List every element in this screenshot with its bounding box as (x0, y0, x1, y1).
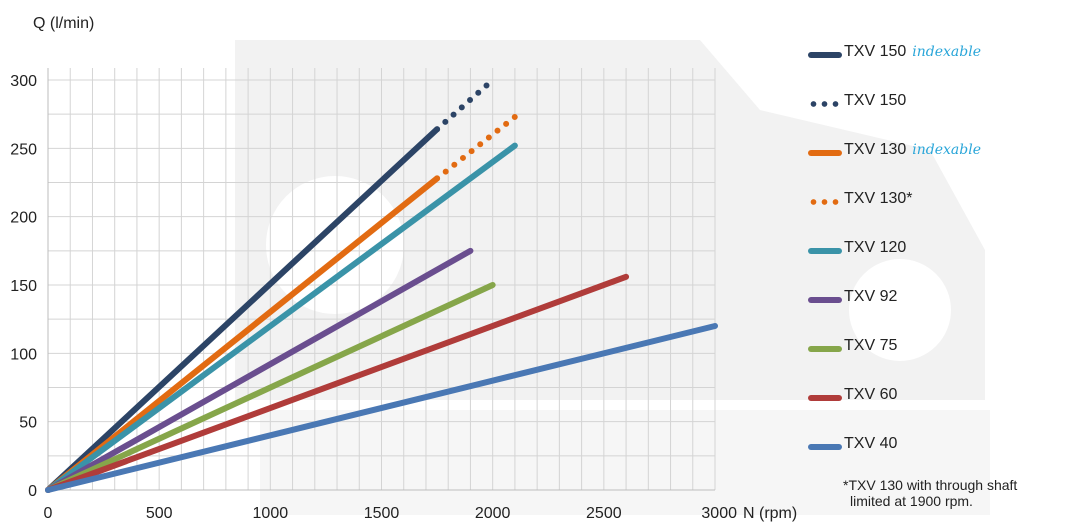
x-tick-label: 2000 (475, 505, 511, 522)
y-tick-label: 150 (10, 278, 37, 295)
legend-label: TXV 150 indexable (844, 43, 981, 60)
legend-label: TXV 120 (844, 239, 907, 256)
y-tick-label: 250 (10, 141, 37, 158)
legend-swatch (808, 248, 842, 254)
x-tick-label: 1500 (364, 505, 400, 522)
legend-swatch (808, 297, 842, 303)
legend-item: TXV 130* (806, 190, 1061, 223)
x-tick-label: 3000 (701, 505, 737, 522)
legend-item: TXV 75 (806, 337, 1061, 370)
x-tick-label: 0 (44, 505, 53, 522)
legend-label: TXV 130* (844, 190, 913, 207)
legend-label: TXV 75 (844, 337, 898, 354)
footnote-line-1: *TXV 130 with through shaft (843, 477, 1018, 493)
footnote: *TXV 130 with through shaft limited at 1… (843, 477, 1017, 509)
legend-item: TXV 60 (806, 386, 1061, 419)
y-tick-label: 0 (28, 483, 37, 500)
series-line-txv-130 (45, 175, 441, 493)
y-tick-label: 200 (10, 210, 37, 227)
x-axis-label: N (rpm) (743, 505, 797, 522)
series-line-txv-120 (45, 142, 518, 493)
y-tick-label: 100 (10, 346, 37, 363)
legend-item: TXV 40 (806, 435, 1061, 468)
x-tick-label: 1000 (253, 505, 289, 522)
y-axis-label: Q (l/min) (33, 15, 94, 32)
chart-series (45, 77, 718, 493)
legend-swatch (808, 395, 842, 401)
legend-item: TXV 92 (806, 288, 1061, 321)
y-tick-label: 50 (19, 415, 37, 432)
legend-label: TXV 40 (844, 435, 898, 452)
legend-label: TXV 150 (844, 92, 907, 109)
y-tick-label: 300 (10, 73, 37, 90)
x-tick-label: 2500 (586, 505, 622, 522)
legend-swatch (808, 52, 842, 58)
legend-tag: indexable (912, 44, 981, 60)
legend-item: TXV 120 (806, 239, 1061, 272)
series-line-txv-92 (45, 247, 474, 493)
series-line-txv-150 (45, 126, 441, 493)
axis-tick-labels: 0 500 1000 1500 2000 2500 3000 0 50 100 150 200 250 3… (10, 73, 737, 522)
legend-label: TXV 92 (844, 288, 898, 305)
series-line-txv-40 (45, 323, 718, 493)
watermark-wheel-left (244, 154, 426, 336)
series-line-txv-150dotted (434, 77, 496, 133)
legend-item: TXV 150 indexable (806, 43, 1061, 76)
series-line-txv-75 (45, 282, 496, 493)
legend-tag: indexable (912, 142, 981, 158)
series-line-txv-60 (45, 273, 630, 493)
legend-label: TXV 130 indexable (844, 141, 981, 158)
x-tick-label: 500 (146, 505, 173, 522)
legend-label: TXV 60 (844, 386, 898, 403)
legend-swatch (808, 346, 842, 352)
chart-grid (47, 68, 716, 491)
legend-swatch (808, 150, 842, 156)
watermark-wheel-right (831, 241, 969, 379)
legend-swatch (808, 444, 842, 450)
legend-item: TXV 130 indexable (806, 141, 1061, 174)
legend-swatch (808, 199, 842, 205)
legend-item: TXV 150 (806, 92, 1061, 125)
watermark-cab (235, 40, 760, 180)
footnote-line-2: limited at 1900 rpm. (850, 493, 973, 509)
legend-swatch (808, 101, 842, 107)
